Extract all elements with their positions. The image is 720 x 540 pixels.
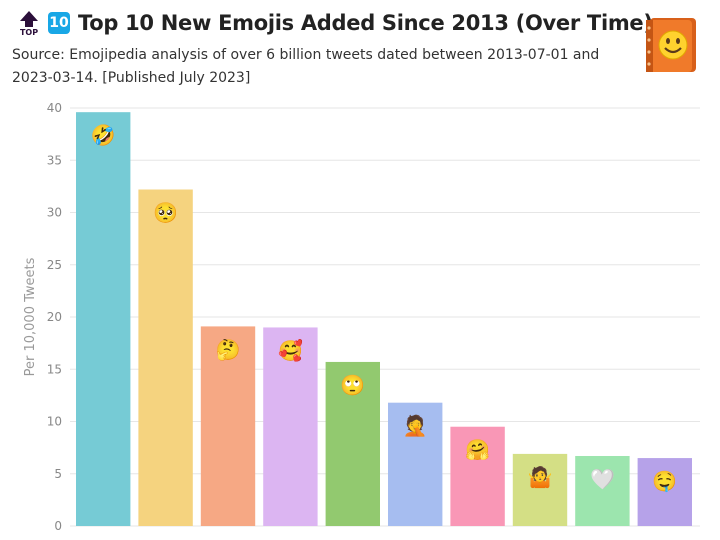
keycap-ten-icon: 10 bbox=[48, 12, 70, 34]
y-tick-labels: 0 5 10 15 20 25 30 35 40 bbox=[47, 101, 62, 533]
y-tick-label: 0 bbox=[54, 519, 62, 533]
white-heart-emoji: 🤍 bbox=[590, 468, 615, 491]
bar bbox=[575, 455, 630, 526]
y-tick-label: 5 bbox=[54, 467, 62, 481]
y-tick-label: 20 bbox=[47, 310, 62, 324]
emojipedia-book-icon bbox=[646, 18, 696, 72]
drooling-face-emoji: 🤤 bbox=[652, 470, 677, 493]
bar bbox=[138, 189, 193, 526]
bar bbox=[637, 458, 692, 526]
bar bbox=[388, 402, 443, 526]
bar bbox=[263, 327, 318, 526]
thinking-face-emoji: 🤔 bbox=[216, 338, 241, 361]
y-tick-label: 10 bbox=[47, 415, 62, 429]
face-with-rolling-eyes-emoji: 🙄 bbox=[340, 374, 365, 397]
hugging-face-emoji: 🤗 bbox=[465, 439, 490, 462]
bar bbox=[76, 112, 131, 527]
person-facepalming-emoji: 🤦 bbox=[403, 414, 428, 438]
smiling-face-with-hearts-emoji: 🥰 bbox=[278, 338, 303, 362]
top-arrow-icon: TOP bbox=[20, 11, 38, 36]
y-tick-label: 30 bbox=[47, 206, 62, 220]
bar bbox=[325, 361, 380, 526]
chart-title: Top 10 New Emojis Added Since 2013 (Over… bbox=[78, 11, 653, 35]
y-axis-label: Per 10,000 Tweets bbox=[23, 257, 38, 376]
y-tick-label: 25 bbox=[47, 258, 62, 272]
top-label: TOP bbox=[20, 28, 38, 36]
y-tick-label: 40 bbox=[47, 101, 62, 115]
bar bbox=[450, 426, 505, 526]
bars: 🤣 🥺 🤔 🥰 🙄 🤦 🤗 🤷 🤍 🤤 bbox=[76, 112, 692, 527]
person-shrugging-emoji: 🤷 bbox=[528, 465, 553, 489]
bar bbox=[200, 326, 256, 526]
chart-subtitle: Source: Emojipedia analysis of over 6 bi… bbox=[12, 47, 600, 86]
y-tick-label: 35 bbox=[47, 153, 62, 167]
bar bbox=[512, 453, 568, 526]
rolling-on-the-floor-laughing-emoji: 🤣 bbox=[90, 123, 116, 148]
title-row: TOP 10 Top 10 New Emojis Added Since 201… bbox=[18, 8, 653, 38]
y-tick-label: 15 bbox=[47, 362, 62, 376]
pleading-face-emoji: 🥺 bbox=[153, 202, 178, 225]
